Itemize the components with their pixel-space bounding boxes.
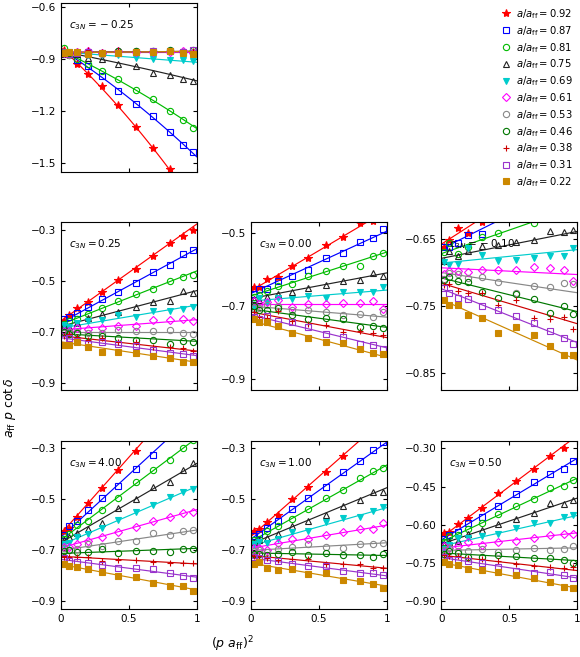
Text: $c_{3N}$$ = -0.25$: $c_{3N}$$ = -0.25$ (69, 18, 134, 32)
Text: $c_{3N}$$ = 4.00$: $c_{3N}$$ = 4.00$ (69, 456, 122, 470)
Text: $(p\ a_{\rm ff})^2$: $(p\ a_{\rm ff})^2$ (211, 634, 253, 654)
Text: $c_{3N}$$ = 0.00$: $c_{3N}$$ = 0.00$ (259, 237, 313, 251)
Text: $c_{3N}$$ = -0.10$: $c_{3N}$$ = -0.10$ (450, 237, 515, 251)
Legend: $a/a_{\rm ff}$$ = 0.92$, $a/a_{\rm ff}$$ = 0.87$, $a/a_{\rm ff}$$ = 0.81$, $a/a_: $a/a_{\rm ff}$$ = 0.92$, $a/a_{\rm ff}$$… (496, 3, 577, 193)
Text: $a_{\rm ff}\ p\ \cot\delta$: $a_{\rm ff}\ p\ \cot\delta$ (2, 377, 19, 438)
Text: $c_{3N}$$ = 0.25$: $c_{3N}$$ = 0.25$ (69, 237, 121, 251)
Text: $c_{3N}$$ = 0.50$: $c_{3N}$$ = 0.50$ (450, 456, 502, 470)
Text: $c_{3N}$$ = 1.00$: $c_{3N}$$ = 1.00$ (259, 456, 313, 470)
